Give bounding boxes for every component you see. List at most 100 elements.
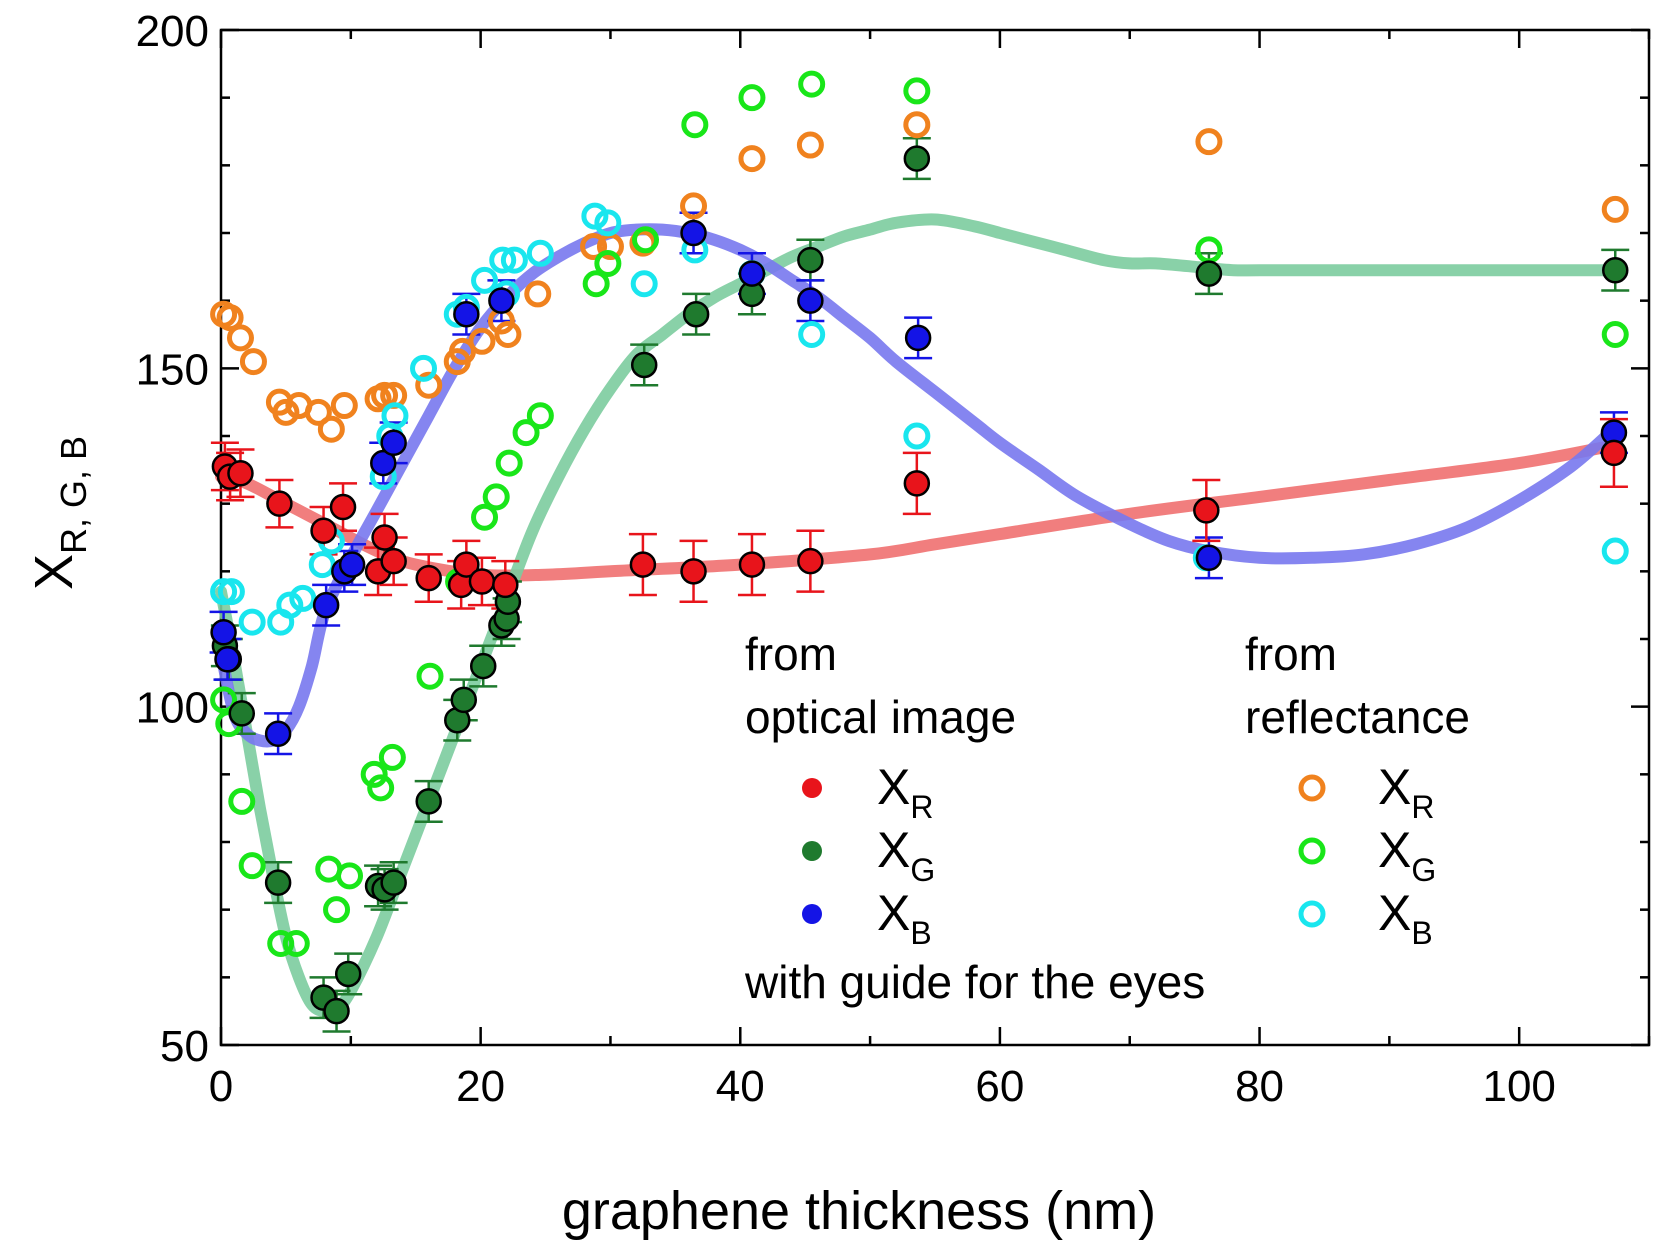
legend-left-header-line1: from xyxy=(745,628,837,680)
optical-point-r xyxy=(903,470,931,497)
reflectance-point-r xyxy=(317,415,345,443)
optical-point-b xyxy=(264,720,292,747)
plot-border xyxy=(219,28,1651,1047)
legend-marker-reflectance-r xyxy=(1298,774,1326,802)
optical-point-g xyxy=(450,686,478,714)
optical-point-b xyxy=(738,260,766,287)
reflectance-point-g xyxy=(738,84,766,112)
optical-point-g xyxy=(334,960,362,988)
reflectance-point-g xyxy=(210,686,238,714)
tick-labels: 0 20 40 60 80 100 50 100 150 200 xyxy=(136,7,1556,1111)
x-tick-label: 20 xyxy=(456,1062,505,1111)
optical-point-b xyxy=(453,300,480,328)
reflectance-point-b xyxy=(630,270,658,298)
optical-point-g xyxy=(1195,260,1223,287)
reflectance-point-b xyxy=(903,422,931,450)
legend-left-label-r: XR xyxy=(877,759,933,825)
optical-point-r xyxy=(629,551,657,578)
y-tick-label: 100 xyxy=(136,684,209,733)
optical-point-r xyxy=(371,524,398,551)
optical-point-g xyxy=(903,145,931,172)
reflectance-point-r xyxy=(468,327,496,355)
optical-point-r xyxy=(468,568,496,595)
legend-marker-reflectance-g xyxy=(1298,837,1326,865)
reflectance-point-b xyxy=(217,578,245,606)
y-axis-title-main: X xyxy=(24,554,84,590)
optical-point-g xyxy=(228,700,256,727)
legend-marker-optical-b xyxy=(802,904,822,924)
reflectance-point-g xyxy=(798,70,826,98)
optical-point-g xyxy=(323,997,350,1025)
optical-point-g xyxy=(797,246,824,274)
optical-point-b xyxy=(904,324,932,352)
y-tick-label: 50 xyxy=(160,1022,209,1071)
legend-left-header-line2: optical image xyxy=(745,691,1016,743)
optical-point-r xyxy=(680,558,707,585)
optical-point-g xyxy=(415,788,442,815)
reflectance-point-r xyxy=(272,398,300,426)
x-axis-title: graphene thickness (nm) xyxy=(562,1181,1156,1241)
reflectance-point-b xyxy=(798,321,826,348)
x-tick-label: 0 xyxy=(209,1062,233,1111)
reflectance-point-b xyxy=(526,239,554,267)
reflectance-point-b xyxy=(276,591,304,619)
legend-right-label-g: XG xyxy=(1378,822,1436,888)
optical-point-r xyxy=(329,493,357,521)
reflectance-point-r xyxy=(415,371,443,399)
reflectance-point-g xyxy=(323,896,351,924)
legend-left-label-b: XB xyxy=(877,885,932,951)
legend-marker-optical-g xyxy=(802,841,822,861)
reflectance-point-g xyxy=(495,449,523,477)
optical-point-r xyxy=(415,564,442,592)
y-tick-label: 150 xyxy=(136,345,209,394)
optical-point-g xyxy=(469,652,497,680)
reflectance-point-g xyxy=(471,503,499,531)
reflectance-point-b xyxy=(489,246,517,274)
x-tick-label: 100 xyxy=(1482,1062,1555,1111)
optical-point-r xyxy=(310,517,337,544)
reflectance-point-g xyxy=(512,419,540,447)
legend-right-label-r: XR xyxy=(1378,759,1434,825)
optical-point-g xyxy=(682,300,710,328)
reflectance-point-r xyxy=(304,398,332,426)
reflectance-point-r xyxy=(524,280,552,308)
reflectance-point-b xyxy=(594,209,622,237)
y-axis-title: XR, G, B xyxy=(24,436,94,590)
reflectance-point-g xyxy=(267,930,295,957)
reflectance-point-r xyxy=(903,111,931,139)
data-points xyxy=(210,70,1629,1025)
reflectance-point-g xyxy=(681,111,709,139)
reflectance-point-b xyxy=(289,584,317,612)
svg-text:XR, G, B: XR, G, B xyxy=(24,436,94,590)
reflectance-point-g xyxy=(594,249,622,277)
reflectance-point-r xyxy=(239,348,267,376)
reflectance-point-r xyxy=(580,233,608,261)
reflectance-point-g xyxy=(582,270,610,298)
x-tick-label: 40 xyxy=(716,1062,765,1111)
reflectance-point-r xyxy=(1601,195,1629,223)
reflectance-point-r xyxy=(226,324,254,352)
optical-point-b xyxy=(338,551,366,578)
reflectance-point-r xyxy=(494,321,522,348)
reflectance-point-b xyxy=(410,354,438,382)
reflectance-point-b xyxy=(1601,537,1629,565)
reflectance-point-b xyxy=(381,402,409,430)
legend: from optical image from reflectance XR X… xyxy=(744,628,1470,1008)
reflectance-point-g xyxy=(360,760,388,788)
x-tick-label: 80 xyxy=(1235,1062,1284,1111)
optical-point-g xyxy=(264,869,292,896)
plot-frame xyxy=(219,28,1651,1047)
optical-point-g xyxy=(380,869,407,896)
reflectance-point-g xyxy=(482,483,510,511)
optical-point-b xyxy=(210,618,237,646)
reflectance-point-r xyxy=(1195,128,1223,156)
optical-point-b xyxy=(680,219,707,247)
optical-point-r xyxy=(738,551,766,578)
optical-point-r xyxy=(1193,497,1220,524)
y-tick-label: 200 xyxy=(136,7,209,56)
reflectance-point-g xyxy=(282,930,310,957)
optical-point-b xyxy=(380,429,407,457)
optical-point-b xyxy=(214,646,241,673)
reflectance-point-g xyxy=(378,743,406,771)
optical-point-r xyxy=(380,547,407,575)
